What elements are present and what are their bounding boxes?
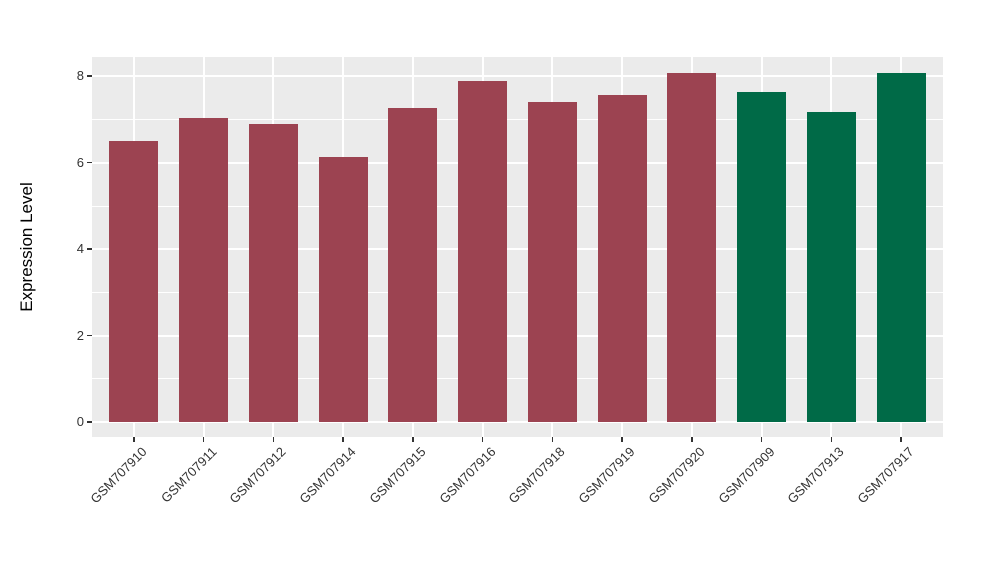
gridline-minor (92, 291, 943, 293)
gridline-minor (92, 378, 943, 380)
x-tick-label: GSM707915 (366, 444, 429, 507)
x-tick (202, 437, 205, 442)
gridline-minor (92, 119, 943, 121)
y-tick (87, 248, 92, 250)
x-tick-label: GSM707913 (784, 444, 847, 507)
x-tick (621, 437, 623, 442)
y-tick (87, 334, 92, 337)
bar (667, 73, 717, 422)
x-tick-label: GSM707918 (505, 444, 568, 507)
x-tick (691, 437, 693, 442)
x-tick-label: GSM707916 (435, 444, 499, 507)
y-tick (87, 75, 92, 77)
bar (806, 111, 856, 422)
x-tick (481, 437, 484, 442)
x-tick (342, 437, 344, 442)
y-tick-label: 4 (76, 241, 84, 257)
gridline-major (92, 75, 943, 78)
x-tick-label: GSM707914 (296, 444, 359, 507)
bar (109, 140, 159, 422)
bar (458, 81, 508, 422)
bar (876, 73, 926, 422)
gridline-minor (92, 205, 943, 207)
y-tick-label: 0 (76, 414, 84, 429)
y-tick-label: 6 (76, 154, 84, 170)
x-tick-label: GSM707919 (575, 444, 638, 507)
bar (179, 117, 228, 422)
x-tick (133, 437, 135, 442)
y-tick-label: 8 (76, 68, 84, 84)
x-tick-label: GSM707920 (645, 444, 708, 507)
plot-panel (92, 57, 943, 437)
gridline-major (92, 334, 943, 337)
x-tick (412, 437, 414, 442)
x-tick-label: GSM707912 (226, 444, 289, 507)
bar (597, 95, 647, 422)
x-tick (760, 437, 763, 442)
x-tick (272, 437, 275, 442)
bar (527, 102, 577, 422)
x-tick (830, 437, 833, 442)
gridline-major (92, 421, 943, 423)
gridline-major (92, 248, 943, 251)
x-tick-label: GSM707917 (854, 444, 917, 507)
gridline-major (92, 161, 943, 164)
y-tick-label: 2 (76, 327, 84, 343)
y-tick (87, 161, 92, 164)
x-tick (551, 437, 554, 442)
bar (248, 123, 298, 422)
bar (388, 108, 438, 422)
x-tick-label: GSM707911 (157, 444, 220, 506)
y-tick (87, 421, 92, 423)
bar (737, 92, 787, 422)
bar (318, 156, 368, 422)
x-tick (900, 437, 902, 442)
x-tick-label: GSM707910 (87, 444, 150, 507)
x-tick-label: GSM707909 (715, 444, 778, 507)
